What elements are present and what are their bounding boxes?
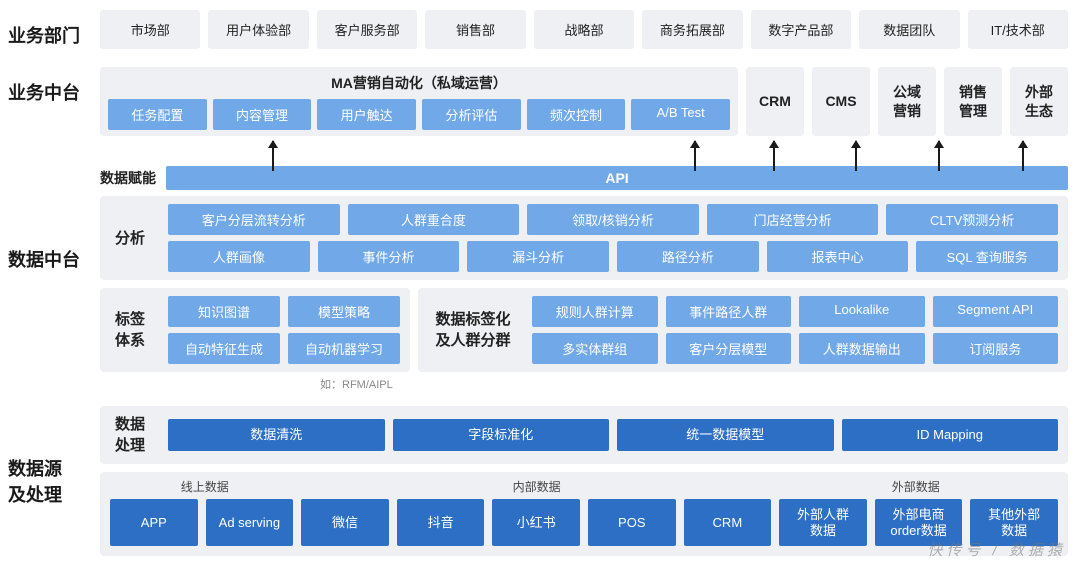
src-header-internal: 内部数据 xyxy=(300,478,774,495)
side-sales-mgmt: 销售 管理 xyxy=(944,67,1002,136)
dept-box: IT/技术部 xyxy=(968,10,1068,49)
tags-right-label: 数据标签化 及人群分群 xyxy=(428,309,518,351)
ma-item: A/B Test xyxy=(631,99,730,130)
ma-title: MA营销自动化（私域运营） xyxy=(331,73,507,93)
ma-item: 频次控制 xyxy=(527,99,626,130)
side-crm: CRM xyxy=(746,67,804,136)
src-header-external: 外部数据 xyxy=(774,478,1058,495)
departments-row: 市场部 用户体验部 客户服务部 销售部 战略部 商务拓展部 数字产品部 数据团队… xyxy=(100,10,1080,49)
tags-item: 规则人群计算 xyxy=(532,296,658,327)
tags-item: Segment API xyxy=(933,296,1059,327)
analysis-item: 人群画像 xyxy=(168,241,310,272)
analysis-panel: 分析 客户分层流转分析 人群重合度 领取/核销分析 门店经营分析 CLTV预测分… xyxy=(100,196,1068,280)
data-proc-panel: 数据 处理 数据清洗 字段标准化 统一数据模型 ID Mapping xyxy=(100,406,1068,464)
row-label-data-mid: 数据中台 xyxy=(0,196,100,398)
src-header-online: 线上数据 xyxy=(110,478,300,495)
side-public-marketing: 公域 营销 xyxy=(878,67,936,136)
tags-item: 多实体群组 xyxy=(532,333,658,364)
data-src-panel: 线上数据 内部数据 外部数据 APP Ad serving 微信 抖音 小红书 … xyxy=(100,472,1068,556)
tags-item: 人群数据输出 xyxy=(799,333,925,364)
analysis-item: 事件分析 xyxy=(318,241,460,272)
src-item: POS xyxy=(588,499,676,546)
analysis-item: 报表中心 xyxy=(767,241,909,272)
proc-item: 统一数据模型 xyxy=(617,419,834,451)
analysis-item: SQL 查询服务 xyxy=(916,241,1058,272)
ma-item: 内容管理 xyxy=(213,99,312,130)
dept-box: 客户服务部 xyxy=(317,10,417,49)
ma-item: 用户触达 xyxy=(317,99,416,130)
analysis-label: 分析 xyxy=(110,228,150,249)
row-label-biz-mid: 业务中台 xyxy=(0,67,100,105)
side-external-eco: 外部 生态 xyxy=(1010,67,1068,136)
row-label-dept: 业务部门 xyxy=(0,10,100,48)
tags-item: 订阅服务 xyxy=(933,333,1059,364)
src-item: APP xyxy=(110,499,198,546)
tags-note: 如：RFM/AIPL xyxy=(100,376,1068,392)
api-bar: API xyxy=(166,166,1068,190)
proc-item: ID Mapping xyxy=(842,419,1059,451)
tags-item: 自动机器学习 xyxy=(288,333,400,364)
src-item: 外部人群 数据 xyxy=(779,499,867,546)
side-cms: CMS xyxy=(812,67,870,136)
row-label-src: 数据源 及处理 xyxy=(0,406,100,556)
tags-item: 自动特征生成 xyxy=(168,333,280,364)
analysis-item: CLTV预测分析 xyxy=(886,204,1058,235)
proc-item: 数据清洗 xyxy=(168,419,385,451)
analysis-item: 路径分析 xyxy=(617,241,759,272)
tags-item: 知识图谱 xyxy=(168,296,280,327)
api-label: 数据赋能 xyxy=(100,168,156,188)
src-item: CRM xyxy=(684,499,772,546)
dept-box: 战略部 xyxy=(534,10,634,49)
src-item: 小红书 xyxy=(492,499,580,546)
proc-item: 字段标准化 xyxy=(393,419,610,451)
ma-item: 分析评估 xyxy=(422,99,521,130)
dept-box: 用户体验部 xyxy=(208,10,308,49)
dept-box: 数字产品部 xyxy=(751,10,851,49)
analysis-item: 人群重合度 xyxy=(348,204,520,235)
tags-left-label: 标签 体系 xyxy=(110,309,150,351)
ma-panel: MA营销自动化（私域运营） 任务配置 内容管理 用户触达 分析评估 频次控制 A… xyxy=(100,67,738,136)
data-proc-label: 数据 处理 xyxy=(110,414,150,456)
dept-box: 商务拓展部 xyxy=(642,10,742,49)
tags-item: 模型策略 xyxy=(288,296,400,327)
analysis-item: 领取/核销分析 xyxy=(527,204,699,235)
ma-item: 任务配置 xyxy=(108,99,207,130)
dept-box: 市场部 xyxy=(100,10,200,49)
analysis-item: 客户分层流转分析 xyxy=(168,204,340,235)
src-item: 抖音 xyxy=(397,499,485,546)
dept-box: 销售部 xyxy=(425,10,525,49)
tags-right-panel: 数据标签化 及人群分群 规则人群计算 事件路径人群 Lookalike Segm… xyxy=(418,288,1068,372)
analysis-item: 漏斗分析 xyxy=(467,241,609,272)
dept-box: 数据团队 xyxy=(859,10,959,49)
tags-item: 事件路径人群 xyxy=(666,296,792,327)
tags-left-panel: 标签 体系 知识图谱 模型策略 自动特征生成 自动机器学习 xyxy=(100,288,410,372)
tags-item: Lookalike xyxy=(799,296,925,327)
biz-mid-row: MA营销自动化（私域运营） 任务配置 内容管理 用户触达 分析评估 频次控制 A… xyxy=(100,67,1080,136)
src-item: Ad serving xyxy=(206,499,294,546)
tags-item: 客户分层模型 xyxy=(666,333,792,364)
analysis-item: 门店经营分析 xyxy=(707,204,879,235)
src-item: 微信 xyxy=(301,499,389,546)
watermark: 快传号 / 数据猿 xyxy=(927,539,1066,560)
